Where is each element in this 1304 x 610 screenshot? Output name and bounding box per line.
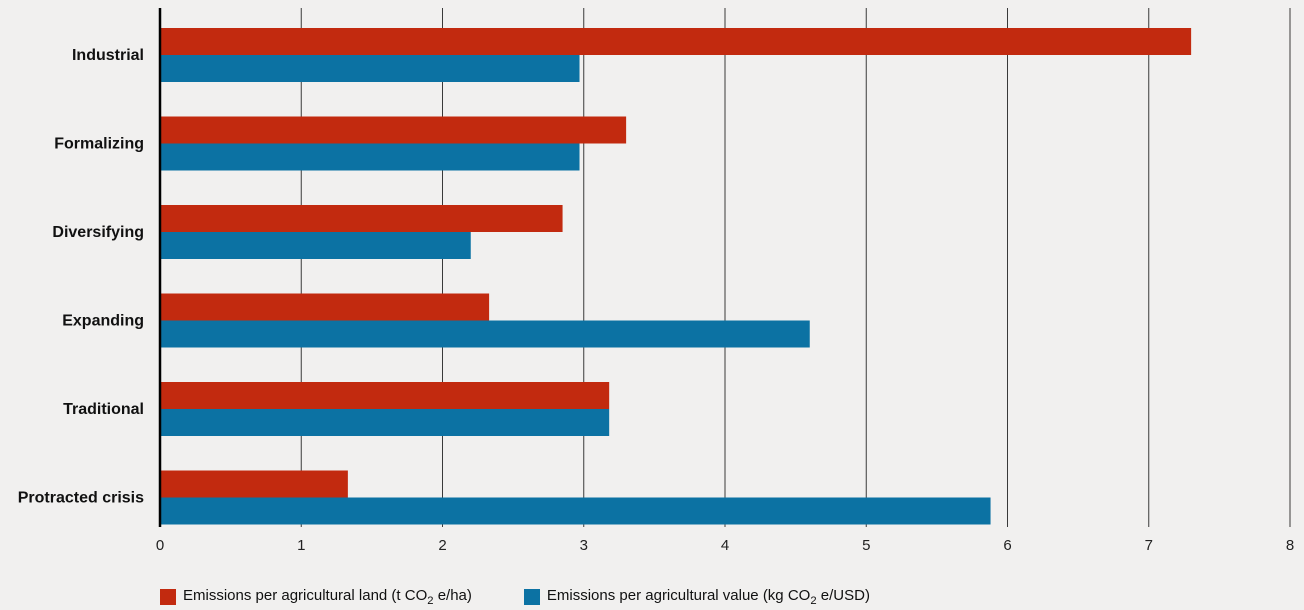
x-tick-label: 2: [438, 537, 446, 554]
bar-value: [160, 497, 991, 525]
x-tick-label: 0: [156, 537, 164, 554]
category-label: Expanding: [62, 313, 144, 330]
x-tick-label: 8: [1286, 537, 1294, 554]
category-label: Traditional: [63, 401, 144, 418]
bar-land: [160, 116, 627, 144]
bar-land: [160, 293, 490, 321]
x-tick-label: 7: [1145, 537, 1153, 554]
legend-label-land: Emissions per agricultural land (t CO2 e…: [183, 587, 472, 607]
bar-land: [160, 470, 348, 498]
x-tick-label: 4: [721, 537, 729, 554]
category-label: Diversifying: [52, 224, 144, 241]
bar-chart: 0 1 2 3 4 5 6 7 8 Industrial Formalizing Diversifyi…: [18, 8, 1294, 554]
category-label: Industrial: [72, 47, 144, 64]
category-label: Formalizing: [54, 136, 144, 153]
bar-value: [160, 232, 471, 259]
bar-value: [160, 143, 580, 171]
x-tick-label: 6: [1003, 537, 1011, 554]
legend-label-value: Emissions per agricultural value (kg CO2…: [546, 587, 870, 607]
x-tick-label: 5: [862, 537, 870, 554]
chart-legend: Emissions per agricultural land (t CO2 e…: [160, 587, 870, 607]
bar-value: [160, 55, 580, 82]
legend-swatch-value: [523, 589, 540, 605]
bar-land: [160, 28, 1192, 55]
legend-item-land: Emissions per agricultural land (t CO2 e…: [160, 587, 472, 607]
x-tick-label: 3: [580, 537, 588, 554]
bar-land: [160, 205, 563, 232]
legend-item-value: Emissions per agricultural value (kg CO2…: [523, 587, 870, 607]
bar-value: [160, 320, 810, 348]
legend-swatch-land: [160, 589, 176, 605]
bar-value: [160, 409, 610, 436]
bar-land: [160, 382, 610, 409]
category-label: Protracted crisis: [18, 490, 144, 507]
x-tick-label: 1: [297, 537, 305, 554]
